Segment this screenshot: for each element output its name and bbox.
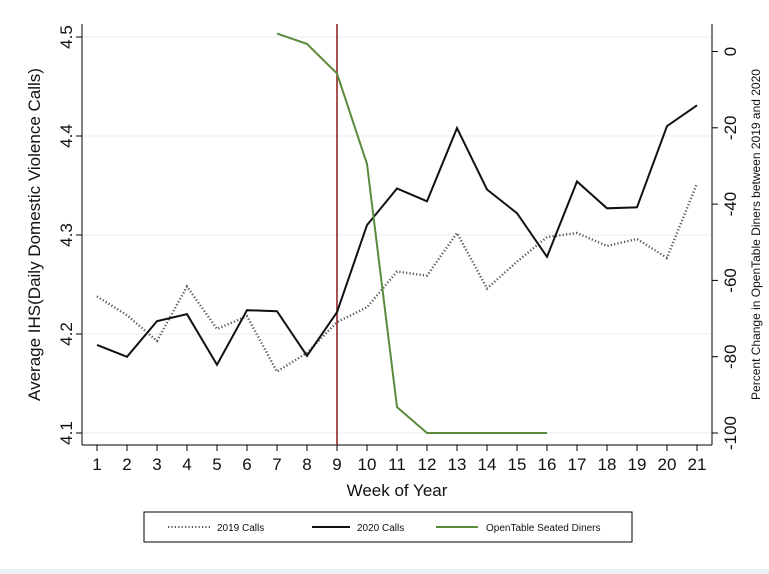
y-axis-title: Average IHS(Daily Domestic Violence Call… <box>25 68 44 401</box>
y-tick-label: 4.1 <box>57 421 76 445</box>
y2-axis-title: Percent Change in OpenTable Diners betwe… <box>749 69 763 400</box>
x-tick-label: 10 <box>358 455 377 474</box>
x-tick-label: 1 <box>92 455 101 474</box>
series-layer <box>96 24 699 445</box>
x-tick-label: 4 <box>182 455 191 474</box>
x-tick-label: 2 <box>122 455 131 474</box>
series-line-2020-calls <box>96 104 698 367</box>
x-axis-title: Week of Year <box>347 481 448 500</box>
y2-tick-label: 0 <box>721 47 740 56</box>
x-tick-label: 20 <box>658 455 677 474</box>
y2-tick-label: -40 <box>721 192 740 217</box>
series-line-opentable <box>276 32 547 434</box>
y-tick-label: 4.5 <box>57 25 76 49</box>
x-tick-label: 3 <box>152 455 161 474</box>
legend-label-2019: 2019 Calls <box>217 523 264 534</box>
x-tick-label: 13 <box>448 455 467 474</box>
y2-tick-label: -60 <box>721 268 740 293</box>
legend-box <box>143 511 633 543</box>
y2-tick-label: -20 <box>721 116 740 141</box>
y2-tick-label: -100 <box>721 416 740 450</box>
x-tick-label: 7 <box>272 455 281 474</box>
x-tick-label: 9 <box>332 455 341 474</box>
legend-label-opentable: OpenTable Seated Diners <box>486 523 601 534</box>
x-tick-label: 15 <box>508 455 527 474</box>
legend-label-2020: 2020 Calls <box>357 523 404 534</box>
y-tick-label: 4.3 <box>57 223 76 247</box>
x-tick-label: 14 <box>478 455 497 474</box>
series-line-2019-calls <box>96 183 699 374</box>
x-tick-label: 12 <box>418 455 437 474</box>
y-tick-label: 4.4 <box>57 124 76 148</box>
x-tick-label: 6 <box>242 455 251 474</box>
y2-tick-label: -80 <box>721 344 740 369</box>
x-tick-label: 19 <box>628 455 647 474</box>
y-tick-label: 4.2 <box>57 322 76 346</box>
x-tick-label: 18 <box>598 455 617 474</box>
x-tick-label: 5 <box>212 455 221 474</box>
x-tick-label: 8 <box>302 455 311 474</box>
x-tick-label: 16 <box>538 455 557 474</box>
legend: 2019 Calls 2020 Calls OpenTable Seated D… <box>143 511 633 543</box>
grid-layer <box>82 24 712 445</box>
x-tick-label: 21 <box>688 455 707 474</box>
x-tick-label: 17 <box>568 455 587 474</box>
x-tick-label: 11 <box>388 455 406 474</box>
